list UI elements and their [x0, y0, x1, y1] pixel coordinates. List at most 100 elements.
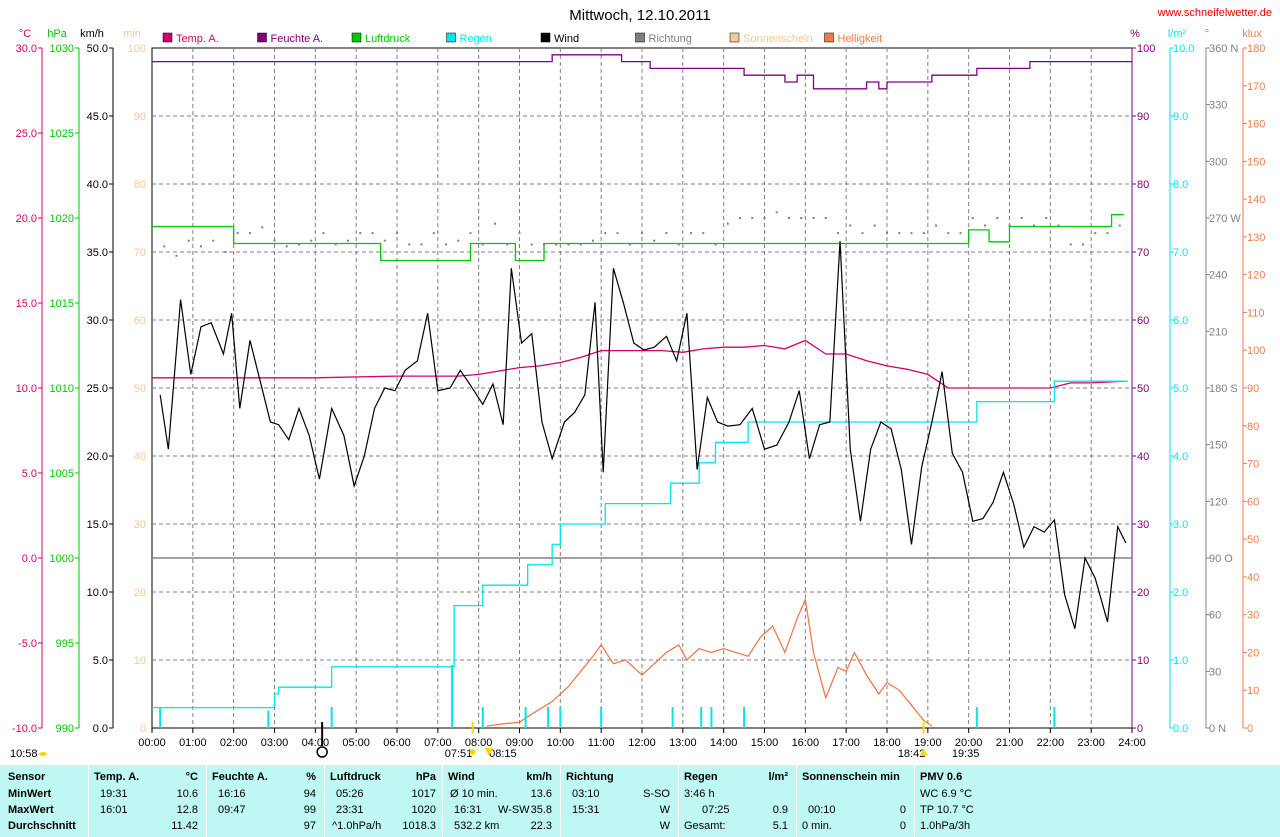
temp-axis-tick-label: 20.0	[16, 213, 37, 225]
direction-axis-tick-label: 0 N	[1209, 723, 1226, 735]
time-tick-label: 18:00	[873, 737, 901, 749]
pressure-axis-tick-label: 1030	[50, 43, 74, 55]
brightness-axis-tick-label: 150	[1247, 156, 1265, 168]
humidity-axis-tick-label: 80	[1137, 179, 1149, 191]
time-tick-label: 23:00	[1077, 737, 1105, 749]
sunshine-axis-label: 60	[134, 315, 146, 327]
rain-axis-tick-label: 7.0	[1173, 247, 1188, 259]
brightness-axis-tick-label: 180	[1247, 43, 1265, 55]
direction-point	[690, 232, 692, 235]
direction-point	[837, 232, 839, 235]
wind-min-value: 13.6	[530, 788, 552, 800]
direction-point	[653, 239, 656, 242]
wind-axis-tick-label: 15.0	[87, 519, 108, 531]
series-line-feuchte-a-	[152, 54, 1132, 90]
temp-axis-tick-label: 0.0	[22, 553, 37, 565]
sun-max-time: 00:10	[808, 804, 836, 816]
temp-avg-value: 11.42	[171, 820, 198, 832]
direction-axis-tick-label: 30	[1209, 666, 1221, 678]
direction-axis-tick-label: 270 W	[1209, 213, 1241, 225]
brightness-axis-tick-label: 0	[1247, 723, 1253, 735]
direction-axis-tick-label: 300	[1209, 156, 1227, 168]
moonrise-label: 10:58	[10, 748, 38, 760]
direction-point	[714, 243, 717, 246]
humidity-axis-tick-label: 60	[1137, 315, 1149, 327]
unit-header: °	[1205, 28, 1209, 40]
direction-point	[187, 239, 190, 242]
stats-sensor-column: Sensor MinWert MaxWert Durchschnitt	[8, 765, 88, 837]
divider	[442, 765, 443, 837]
direction-point	[469, 232, 472, 235]
direction-point	[567, 243, 570, 246]
rain-total-value: 5.1	[772, 820, 788, 832]
direction-point	[420, 243, 423, 246]
stats-header-direction: Richtung	[566, 771, 614, 783]
sunset-icon	[919, 748, 928, 756]
direction-point	[751, 217, 754, 219]
pressure-axis-tick-label: 990	[56, 723, 74, 735]
direction-point	[334, 243, 337, 246]
direction-point	[886, 232, 888, 235]
brightness-axis-tick-label: 110	[1247, 307, 1265, 319]
divider	[88, 765, 89, 837]
direction-point	[726, 222, 729, 225]
direction-point	[1094, 232, 1097, 235]
moonset-circle	[316, 746, 328, 758]
humidity-axis-tick-label: 50	[1137, 383, 1149, 395]
dir-avg-value: W	[659, 820, 670, 832]
series-line-helligkeit	[486, 597, 933, 727]
direction-point	[383, 239, 386, 242]
humidity-axis-tick-label: 30	[1137, 519, 1149, 531]
direction-axis-tick-label: 360 N	[1209, 43, 1238, 55]
rain-axis-tick-label: 5.0	[1173, 383, 1188, 395]
direction-point	[1118, 224, 1121, 227]
stats-header-sensor: Sensor	[8, 771, 46, 783]
wind-max-value: 35.8	[530, 804, 552, 816]
time-tick-label: 02:00	[220, 737, 248, 749]
stats-unit-humidity: %	[306, 771, 316, 783]
legend-label: Temp. A.	[176, 33, 219, 45]
direction-point	[873, 224, 876, 227]
humidity-axis-tick-label: 40	[1137, 451, 1149, 463]
pressure-axis-tick-label: 1010	[50, 383, 74, 395]
direction-point	[457, 239, 460, 242]
row-label-min: MinWert	[8, 788, 52, 800]
temp-axis-tick-label: -5.0	[18, 638, 37, 650]
series-line-regen	[152, 380, 1128, 709]
pmv-pressure-trend: 1.0hPa/3h	[920, 820, 971, 832]
direction-point	[432, 232, 435, 235]
time-tick-label: 12:00	[628, 737, 656, 749]
stats-header-temp: Temp. A.	[94, 771, 140, 783]
wind-axis-tick-label: 35.0	[87, 247, 108, 259]
divider	[678, 765, 679, 837]
direction-point	[824, 217, 827, 219]
direction-point	[628, 243, 631, 246]
temp-max-time: 16:01	[100, 804, 128, 816]
direction-point	[371, 232, 374, 235]
legend-label: Wind	[554, 33, 579, 45]
pressure-axis-tick-label: 1025	[50, 128, 74, 140]
direction-point	[592, 239, 594, 242]
direction-point	[530, 243, 533, 246]
sunset-astro-label: 19:35	[952, 748, 980, 760]
direction-point	[898, 232, 901, 235]
hum-avg-value: 97	[303, 820, 316, 832]
stats-header-pmv: PMV 0.6	[920, 771, 963, 783]
direction-point	[555, 243, 558, 246]
wind-axis-tick-label: 45.0	[87, 111, 108, 123]
legend: Temp. A. Feuchte A. Luftdruck Regen Wind Rich…	[162, 32, 882, 45]
series-line-wind	[159, 241, 1127, 629]
rain-axis-tick-label: 6.0	[1173, 315, 1188, 327]
time-tick-label: 24:00	[1118, 737, 1146, 749]
website-link[interactable]: www.schneifelwetter.de	[1157, 7, 1272, 19]
pressure-axis-tick-label: 1005	[50, 468, 74, 480]
temp-axis-tick-label: 25.0	[16, 128, 37, 140]
series-line-temp-a-	[152, 339, 1124, 389]
rain-axis-tick-label: 4.0	[1173, 451, 1188, 463]
wind-axis-tick-label: 40.0	[87, 179, 108, 191]
direction-axis-tick-label: 120	[1209, 496, 1227, 508]
stats-unit-temp: °C	[185, 771, 198, 783]
direction-point	[1033, 224, 1035, 227]
temp-axis-tick-label: 30.0	[16, 43, 37, 55]
sunshine-axis-label: 100	[128, 43, 146, 55]
